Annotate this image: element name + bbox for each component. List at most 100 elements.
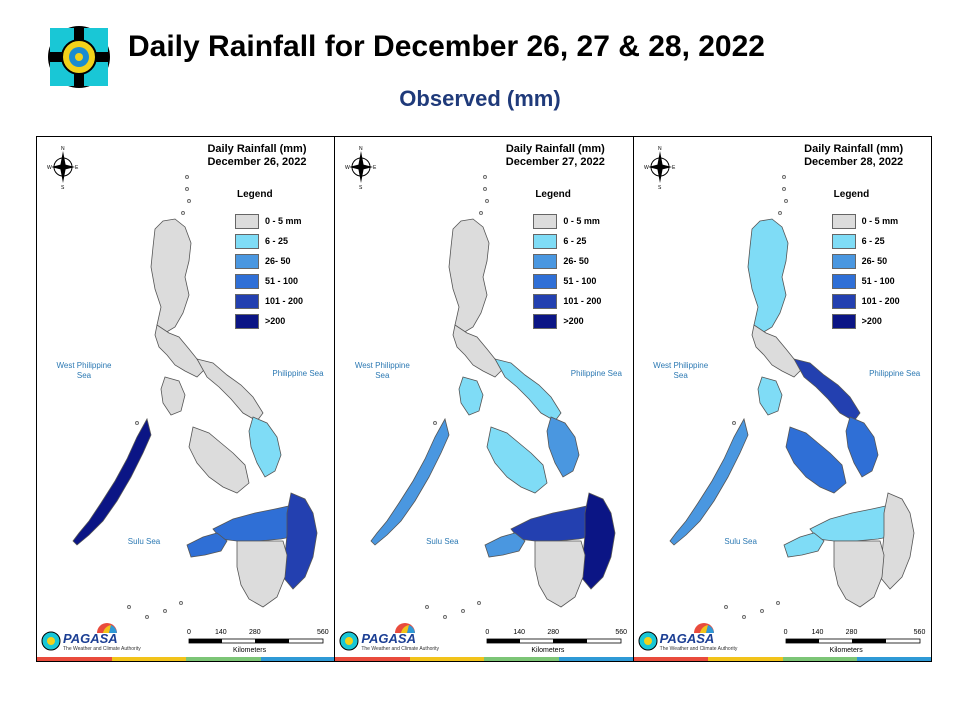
- small-island: [135, 421, 139, 425]
- map-panel-3: N S W E Daily Rainfall (mm) December 28, 2022…: [633, 137, 931, 661]
- region-samar: [248, 416, 282, 478]
- legend-label: 0 - 5 mm: [861, 216, 899, 226]
- small-island: [433, 421, 438, 425]
- legend-label: >200: [563, 316, 584, 326]
- region-mindanao-south: [833, 540, 885, 608]
- pagasa-logo-icon: [41, 631, 61, 651]
- svg-text:S: S: [359, 185, 363, 189]
- legend-label: 26- 50: [265, 256, 291, 266]
- umbrella-icon: [395, 623, 416, 633]
- scale-unit-label: Kilometers: [233, 647, 267, 654]
- pagasa-branding: PAGASA The Weather and Climate Authority: [339, 621, 439, 653]
- legend-item: 51 - 100: [831, 273, 895, 289]
- legend-label: 51 - 100: [861, 276, 895, 286]
- legend-swatch: [831, 233, 856, 249]
- scale-bar-graphic: [188, 638, 324, 644]
- small-island: [731, 421, 736, 425]
- panel-date: December 26, 2022: [207, 156, 307, 168]
- region-north-luzon: [747, 218, 789, 334]
- small-island: [485, 199, 490, 203]
- compass-rose-icon: N S W E: [345, 146, 377, 189]
- small-island: [783, 199, 788, 203]
- stripe-segment: [484, 657, 559, 661]
- svg-text:W: W: [644, 165, 649, 171]
- legend-item: 0 - 5 mm: [831, 213, 899, 229]
- small-island: [127, 605, 131, 609]
- legend-swatch: [235, 293, 259, 309]
- legend-item: 0 - 5 mm: [235, 213, 302, 229]
- sea-label-south-sea: Sulu Sea: [724, 537, 757, 546]
- scale-bar: 0 140 280 560 Kilometers: [187, 629, 329, 655]
- scale-tick-label: 280: [845, 629, 858, 636]
- region-palawan: [669, 417, 749, 546]
- small-island: [483, 175, 488, 179]
- stripe-segment: [335, 657, 410, 661]
- sea-label-west-sea: West Philippine Sea: [354, 361, 410, 380]
- legend-label: 26- 50: [563, 256, 589, 266]
- legend-swatch: [235, 313, 259, 329]
- legend-item: 6 - 25: [533, 233, 586, 249]
- legend-swatch: [831, 293, 856, 309]
- color-stripe: [37, 657, 335, 661]
- pagasa-wordmark: PAGASA: [361, 631, 416, 646]
- scale-tick-label: 140: [811, 629, 824, 636]
- small-island: [775, 601, 780, 605]
- sea-label-east-sea: Philippine Sea: [272, 369, 324, 378]
- compass-rose-icon: N S W E: [644, 146, 676, 189]
- legend-item: 26- 50: [235, 253, 291, 269]
- scale-tick-label: 0: [783, 629, 788, 636]
- scale-tick-label: 0: [485, 629, 490, 636]
- region-north-luzon: [150, 218, 192, 334]
- scale-unit-label: Kilometers: [531, 647, 565, 654]
- stripe-segment: [857, 657, 931, 661]
- legend-item: 26- 50: [831, 253, 887, 269]
- small-island: [443, 615, 448, 619]
- pagasa-tagline: The Weather and Climate Authority: [63, 646, 141, 652]
- small-island: [145, 615, 149, 619]
- panel-title: Daily Rainfall (mm) December 26, 2022: [187, 143, 327, 169]
- legend-swatch: [831, 273, 856, 289]
- svg-text:N: N: [658, 146, 662, 152]
- legend-item: 0 - 5 mm: [533, 213, 600, 229]
- scale-unit-label: Kilometers: [829, 647, 863, 654]
- small-island: [181, 211, 185, 215]
- map-panel-1: N S W E Daily Rainfall (mm) December 26, 2022…: [37, 137, 336, 661]
- legend-swatch: [533, 273, 558, 289]
- map-panels: N S W E Daily Rainfall (mm) December 26, 2022…: [36, 136, 932, 662]
- stripe-segment: [558, 657, 633, 661]
- stripe-segment: [782, 657, 858, 661]
- pagasa-branding: PAGASA The Weather and Climate Authority: [638, 621, 737, 653]
- legend-title: Legend: [833, 189, 870, 200]
- legend-label: 51 - 100: [563, 276, 597, 286]
- umbrella-icon: [693, 623, 714, 633]
- legend-label: 0 - 5 mm: [563, 216, 600, 226]
- region-samar: [845, 416, 879, 478]
- region-samar: [546, 416, 580, 478]
- sea-label-south-sea: Sulu Sea: [426, 537, 459, 546]
- region-bicol: [196, 358, 264, 422]
- svg-text:S: S: [658, 185, 662, 189]
- small-island: [185, 175, 189, 179]
- legend-item: 101 - 200: [533, 293, 601, 309]
- region-central-luzon: [154, 324, 206, 378]
- scale-tick-label: 280: [249, 629, 261, 636]
- legend-swatch: [235, 213, 259, 229]
- legend-label: >200: [861, 316, 882, 326]
- svg-text:E: E: [672, 165, 676, 171]
- legend-swatch: [235, 233, 259, 249]
- sea-label-south-sea: Sulu Sea: [127, 537, 161, 546]
- stripe-segment: [260, 657, 335, 661]
- map-panel-2: N S W E Daily Rainfall (mm) December 27, 2022…: [335, 137, 634, 661]
- legend-label: >200: [265, 316, 286, 326]
- small-island: [185, 187, 189, 191]
- region-bicol: [792, 358, 861, 422]
- stripe-segment: [186, 657, 261, 661]
- region-palawan: [370, 417, 450, 546]
- legend-swatch: [831, 213, 856, 229]
- legend-item: >200: [831, 313, 882, 329]
- legend-swatch: [533, 213, 558, 229]
- legend-label: 0 - 5 mm: [265, 216, 302, 226]
- pagasa-logo-icon: [638, 631, 658, 651]
- pagasa-wordmark: PAGASA: [659, 631, 715, 646]
- svg-text:E: E: [373, 165, 377, 171]
